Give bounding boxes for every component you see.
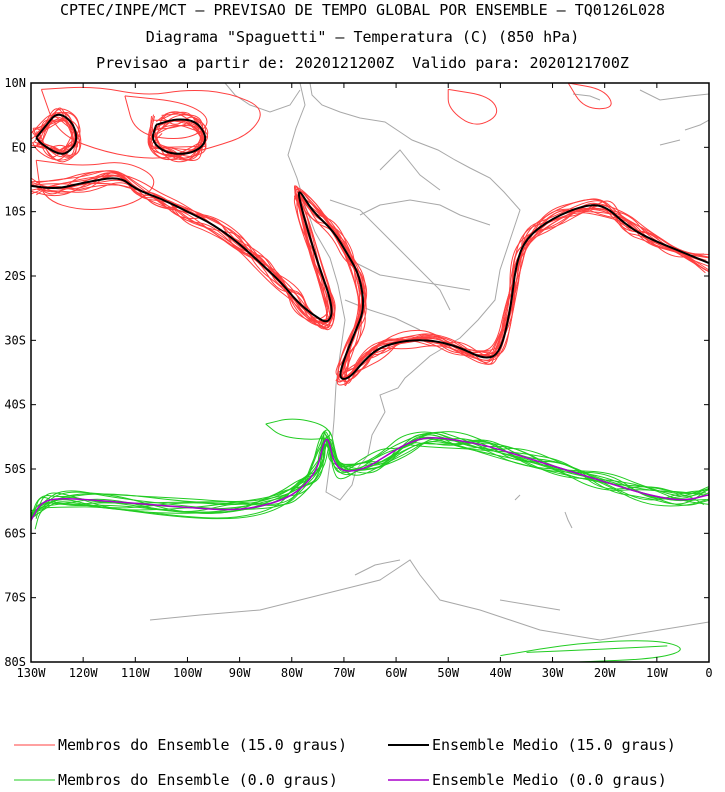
map-title-line-3: Previsao a partir de: 2020121200Z Valido… — [96, 54, 629, 72]
lat-tick-label: 70S — [4, 591, 26, 605]
member-15c-loop — [150, 119, 206, 151]
member-0c-contour — [526, 645, 668, 653]
member-15c-contour — [447, 88, 498, 125]
latitude-axis: 10N EQ 10S 20S 30S 40S 50S 60S 70S 80S — [4, 76, 709, 669]
member-0c-line — [33, 443, 709, 514]
legend-label-members-15c: Membros do Ensemble (15.0 graus) — [58, 736, 347, 754]
member-15c-contour — [40, 86, 261, 159]
lat-tick-label: 60S — [4, 526, 26, 540]
member-0c-line — [31, 434, 707, 522]
ensemble-members-15c — [31, 83, 709, 387]
ensemble-mean-15c — [31, 113, 709, 380]
member-15c-loop — [150, 116, 209, 157]
mean-15c-line — [31, 177, 709, 380]
lon-tick-label: 80W — [281, 666, 303, 680]
legend-label-mean-0c: Ensemble Medio (0.0 graus) — [432, 771, 667, 789]
lat-tick-label: 20S — [4, 269, 26, 283]
lon-tick-label: 130W — [17, 666, 47, 680]
member-15c-line — [36, 170, 706, 382]
member-15c-loop — [31, 108, 75, 149]
lon-tick-label: 120W — [69, 666, 99, 680]
member-0c-line — [31, 432, 704, 519]
lat-tick-label: 10S — [4, 205, 26, 219]
member-0c-contour — [265, 418, 331, 440]
lat-tick-label: 10N — [4, 76, 26, 90]
ensemble-mean-0c — [31, 437, 709, 521]
coastlines — [149, 83, 709, 641]
member-0c-contour — [500, 640, 681, 662]
map-frame — [30, 82, 710, 663]
map-title-line-2: Diagrama "Spaguetti" – Temperatura (C) (… — [145, 28, 580, 46]
lon-tick-label: 90W — [229, 666, 251, 680]
lat-tick-label: 40S — [4, 398, 26, 412]
lon-tick-label: 0 — [705, 666, 712, 680]
map-title-line-1: CPTEC/INPE/MCT – PREVISAO DE TEMPO GLOBA… — [59, 1, 666, 19]
member-15c-line — [31, 175, 709, 378]
lon-tick-label: 110W — [121, 666, 151, 680]
lon-tick-label: 40W — [490, 666, 512, 680]
mean-15c-loop — [35, 113, 78, 155]
lat-tick-label: 80S — [4, 655, 26, 669]
lon-tick-label: 60W — [385, 666, 407, 680]
lat-tick-label: EQ — [12, 140, 26, 154]
legend: Membros do Ensemble (15.0 graus) Ensembl… — [14, 736, 676, 789]
mean-0c-line — [31, 437, 709, 521]
member-15c-contour — [567, 83, 612, 110]
longitude-axis: 130W 120W 110W 100W 90W 80W 70W 60W 50W 40W 30W 20W… — [17, 83, 713, 680]
lon-tick-label: 70W — [333, 666, 355, 680]
lon-tick-label: 30W — [542, 666, 564, 680]
legend-label-members-0c: Membros do Ensemble (0.0 graus) — [58, 771, 338, 789]
lon-tick-label: 10W — [646, 666, 668, 680]
lon-tick-label: 100W — [173, 666, 203, 680]
lon-tick-label: 20W — [594, 666, 616, 680]
member-15c-contour — [35, 159, 155, 210]
ensemble-members-0c — [31, 418, 709, 662]
lon-tick-label: 50W — [437, 666, 459, 680]
legend-label-mean-15c: Ensemble Medio (15.0 graus) — [432, 736, 676, 754]
mean-15c-loop — [151, 118, 207, 155]
lat-tick-label: 50S — [4, 462, 26, 476]
member-15c-loop — [148, 121, 206, 159]
member-15c-loop — [36, 117, 77, 156]
member-15c-loop — [40, 108, 80, 161]
lat-tick-label: 30S — [4, 333, 26, 347]
